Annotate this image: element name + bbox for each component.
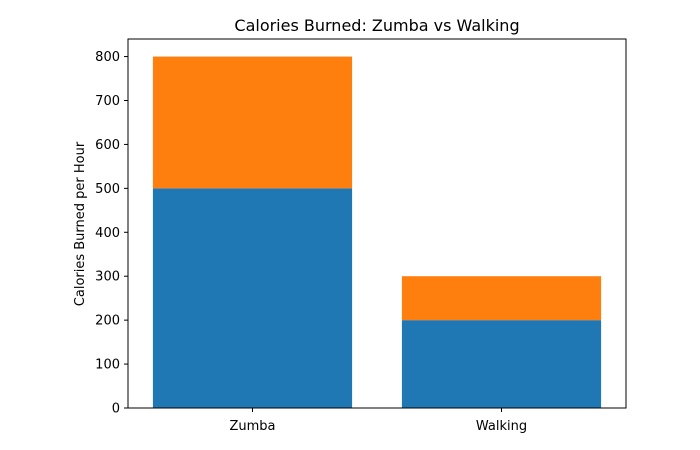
ticks-layer: Zumba Walking 0 100 200 300 400 500 600 700 800 — [95, 50, 527, 434]
bar-walking-segment-1 — [401, 320, 602, 408]
y-axis-label: Calories Burned per Hour — [73, 141, 88, 306]
bars-layer — [152, 56, 602, 408]
bar-zumba-segment-1 — [152, 188, 353, 408]
y-tick-label: 0 — [112, 402, 120, 417]
y-tick-label: 700 — [95, 94, 120, 109]
x-tick-label: Walking — [476, 419, 527, 434]
bar-zumba-segment-2 — [152, 56, 353, 189]
y-tick-label: 400 — [95, 226, 120, 241]
y-tick-label: 600 — [95, 138, 120, 153]
y-tick-label: 500 — [95, 182, 120, 197]
bar-walking-segment-2 — [401, 276, 602, 321]
y-tick-label: 300 — [95, 270, 120, 285]
chart-title: Calories Burned: Zumba vs Walking — [234, 16, 519, 35]
y-tick-label: 200 — [95, 314, 120, 329]
plot-frame — [127, 38, 627, 409]
y-tick-label: 100 — [95, 358, 120, 373]
y-tick-label: 800 — [95, 50, 120, 65]
x-tick-label: Zumba — [229, 419, 275, 434]
